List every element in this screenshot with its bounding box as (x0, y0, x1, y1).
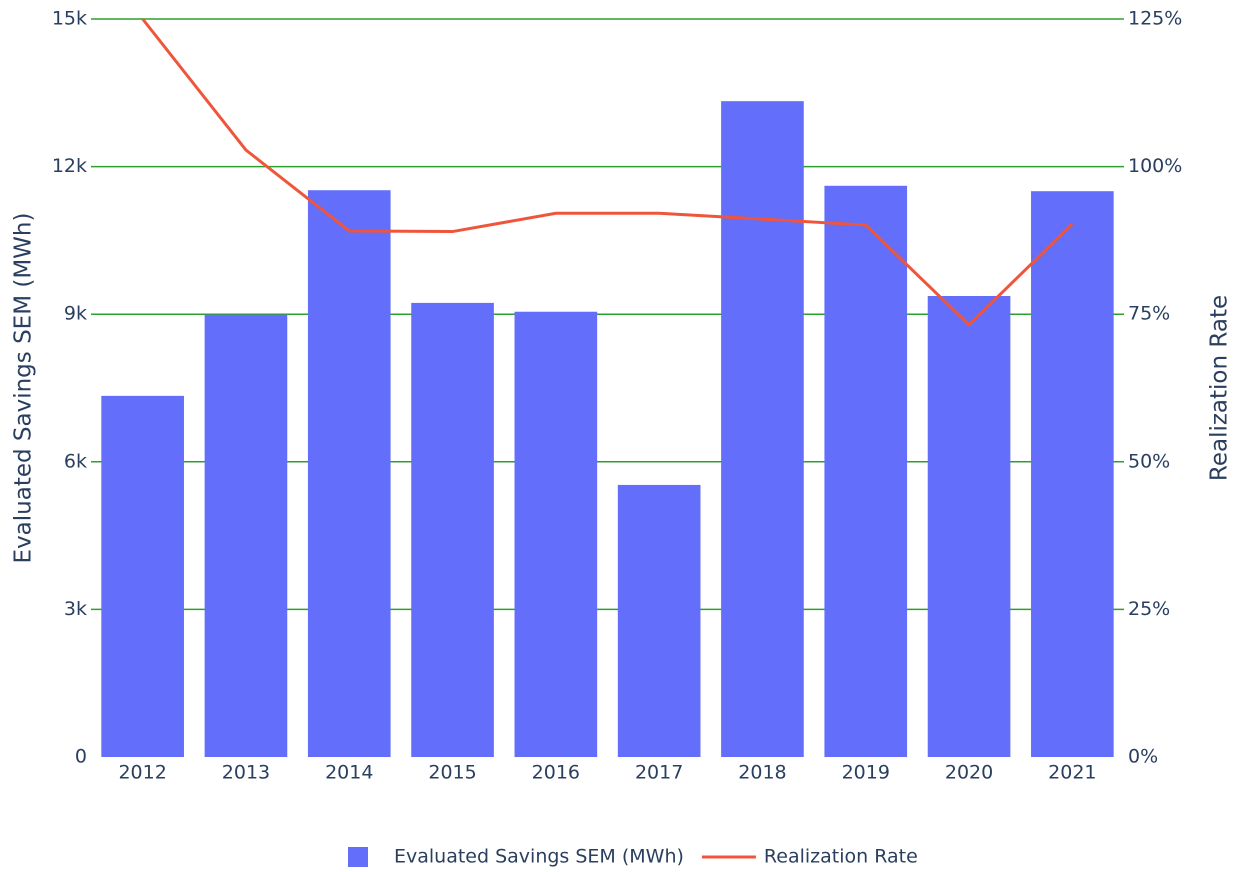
legend-label: Realization Rate (764, 846, 918, 868)
y2-tick-label: 0% (1128, 746, 1158, 768)
y-tick-label: 0 (75, 746, 87, 768)
x-tick-label: 2014 (325, 762, 373, 784)
bar (411, 302, 494, 757)
y-tick-label: 12k (52, 155, 87, 177)
legend-swatch (348, 847, 368, 867)
bar (204, 314, 288, 757)
y-tick-label: 15k (52, 8, 87, 30)
y-tick-label: 6k (64, 450, 87, 472)
x-tick-label: 2021 (1048, 762, 1096, 784)
y-tick-label: 9k (64, 303, 87, 325)
bar (101, 395, 184, 757)
y2-tick-label: 75% (1128, 303, 1170, 325)
y2-axis-title: Realization Rate (1207, 295, 1233, 481)
x-tick-label: 2019 (842, 762, 890, 784)
line (141, 18, 1074, 327)
y-tick-label: 3k (64, 598, 87, 620)
y2-tick-label: 125% (1128, 8, 1182, 30)
x-tick-label: 2020 (945, 762, 993, 784)
bar (824, 185, 908, 758)
y2-tick-label: 50% (1128, 450, 1170, 472)
x-tick-label: 2015 (428, 762, 476, 784)
x-tick-label: 2018 (738, 762, 786, 784)
bar (617, 484, 701, 757)
bar (721, 101, 804, 757)
bar (514, 311, 598, 757)
bar (1031, 191, 1114, 757)
x-tick-label: 2016 (532, 762, 580, 784)
bar (307, 190, 391, 757)
y-axis-title: Evaluated Savings SEM (MWh) (11, 213, 37, 564)
legend-label: Evaluated Savings SEM (MWh) (394, 846, 684, 868)
bar (927, 295, 1011, 757)
y2-tick-label: 100% (1128, 155, 1182, 177)
x-tick-label: 2013 (222, 762, 270, 784)
x-tick-label: 2017 (635, 762, 683, 784)
x-tick-label: 2012 (118, 762, 166, 784)
y2-tick-label: 25% (1128, 598, 1170, 620)
